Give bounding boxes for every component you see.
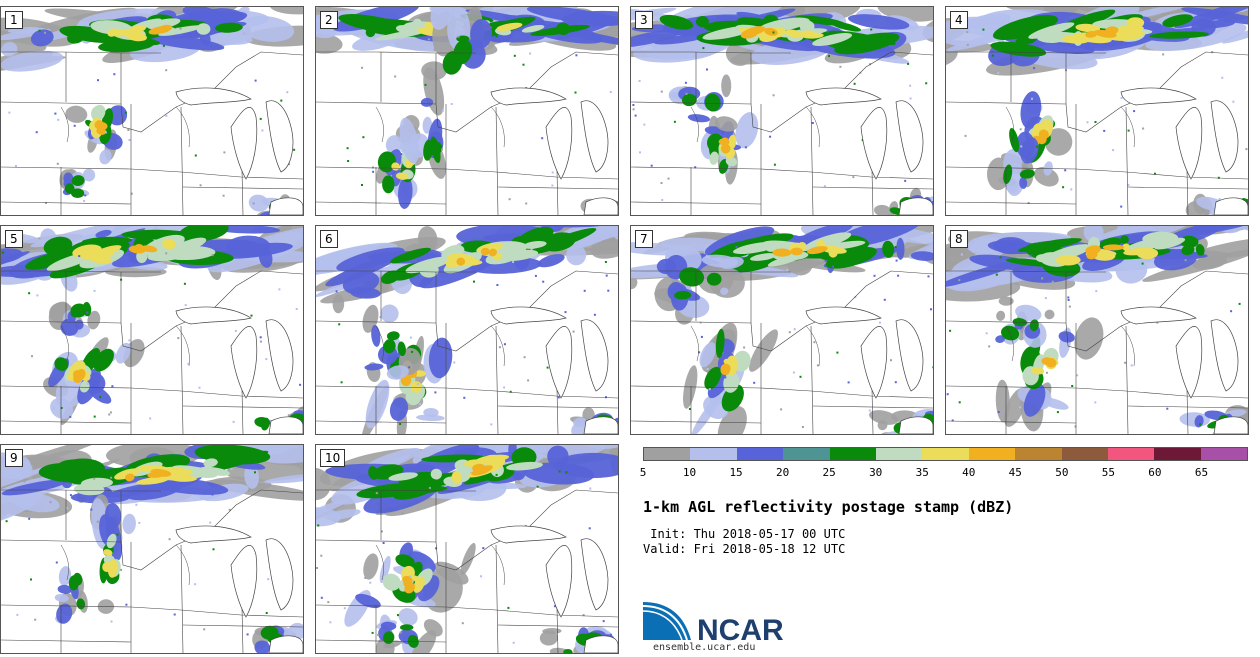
member-panel-9: 9 — [0, 444, 304, 654]
reflectivity-map — [316, 226, 618, 434]
colorbar-tick: 60 — [1148, 466, 1162, 479]
radar-echoes — [946, 7, 1248, 215]
member-panel-7: 7 — [630, 225, 934, 435]
colorbar-tick: 55 — [1101, 466, 1115, 479]
colorbar-segment — [922, 448, 969, 460]
member-panel-1: 1 — [0, 6, 304, 216]
colorbar-segment — [968, 448, 1016, 460]
ncar-logo-text: NCAR — [697, 614, 784, 645]
member-panel-3: 3 — [630, 6, 934, 216]
colorbar-segment — [1107, 448, 1155, 460]
member-panel-8: 8 — [945, 225, 1249, 435]
colorbar-tick: 65 — [1194, 466, 1209, 479]
radar-echoes — [316, 7, 618, 215]
ncar-logo: NCAR — [643, 602, 784, 645]
colorbar-tick: 35 — [915, 466, 929, 479]
basemap-boundaries — [1, 51, 303, 215]
basemap-boundaries — [631, 51, 933, 215]
colorbar-segment — [829, 448, 876, 460]
colorbar-segment — [1061, 448, 1108, 460]
member-number-label: 4 — [950, 11, 968, 29]
basemap-boundaries — [1, 489, 303, 653]
radar-echoes — [1, 7, 303, 215]
member-number-label: 7 — [635, 230, 653, 248]
basemap-boundaries — [946, 51, 1248, 215]
colorbar-tick: 5 — [639, 466, 647, 479]
member-panel-2: 2 — [315, 6, 619, 216]
reflectivity-colorbar — [643, 447, 1248, 461]
colorbar-segment — [690, 448, 737, 460]
colorbar-segment — [736, 448, 784, 460]
reflectivity-map — [631, 7, 933, 215]
colorbar-tick: 45 — [1008, 466, 1022, 479]
basemap-boundaries — [316, 270, 618, 434]
reflectivity-map — [1, 226, 303, 434]
reflectivity-map — [316, 445, 618, 653]
basemap-boundaries — [946, 270, 1248, 434]
radar-echoes — [1, 445, 303, 653]
basemap-boundaries — [316, 51, 618, 215]
member-number-label: 10 — [320, 449, 346, 467]
reflectivity-map — [946, 226, 1248, 434]
valid-time: Valid: Fri 2018-05-18 12 UTC — [643, 542, 846, 556]
member-number-label: 6 — [320, 230, 338, 248]
radar-echoes — [1, 226, 303, 434]
colorbar-segment — [1154, 448, 1201, 460]
member-number-label: 1 — [5, 11, 23, 29]
radar-echoes — [316, 445, 618, 653]
reflectivity-map — [631, 226, 933, 434]
member-panel-6: 6 — [315, 225, 619, 435]
member-number-label: 2 — [320, 11, 338, 29]
colorbar-tick: 15 — [729, 466, 743, 479]
member-number-label: 3 — [635, 11, 653, 29]
chart-title: 1-km AGL reflectivity postage stamp (dBZ… — [643, 498, 1014, 516]
radar-echoes — [631, 7, 933, 215]
radar-echoes — [946, 226, 1248, 434]
colorbar-segment — [1200, 448, 1248, 460]
reflectivity-map — [1, 7, 303, 215]
reflectivity-map — [1, 445, 303, 653]
reflectivity-map — [316, 7, 618, 215]
colorbar-tick: 40 — [962, 466, 976, 479]
reflectivity-map — [946, 7, 1248, 215]
colorbar-segment — [644, 448, 691, 460]
colorbar-tick: 10 — [682, 466, 697, 479]
colorbar-tick: 25 — [822, 466, 836, 479]
basemap-boundaries — [1, 270, 303, 434]
colorbar-tick: 30 — [869, 466, 883, 479]
radar-echoes — [316, 226, 618, 434]
member-panel-10: 10 — [315, 444, 619, 654]
colorbar-segment — [783, 448, 830, 460]
init-time: Init: Thu 2018-05-17 00 UTC — [643, 527, 846, 541]
member-number-label: 5 — [5, 230, 23, 248]
logo-url: ensemble.ucar.edu — [653, 642, 756, 653]
member-number-label: 8 — [950, 230, 968, 248]
member-panel-5: 5 — [0, 225, 304, 435]
member-number-label: 9 — [5, 449, 23, 467]
colorbar-tick: 50 — [1055, 466, 1069, 479]
colorbar-tick: 20 — [775, 466, 790, 479]
radar-echoes — [631, 226, 933, 434]
member-panel-4: 4 — [945, 6, 1249, 216]
basemap-boundaries — [316, 489, 618, 653]
colorbar-segment — [1015, 448, 1062, 460]
ncar-logo-swoosh — [643, 602, 691, 640]
colorbar-segment — [875, 448, 923, 460]
basemap-boundaries — [631, 270, 933, 434]
